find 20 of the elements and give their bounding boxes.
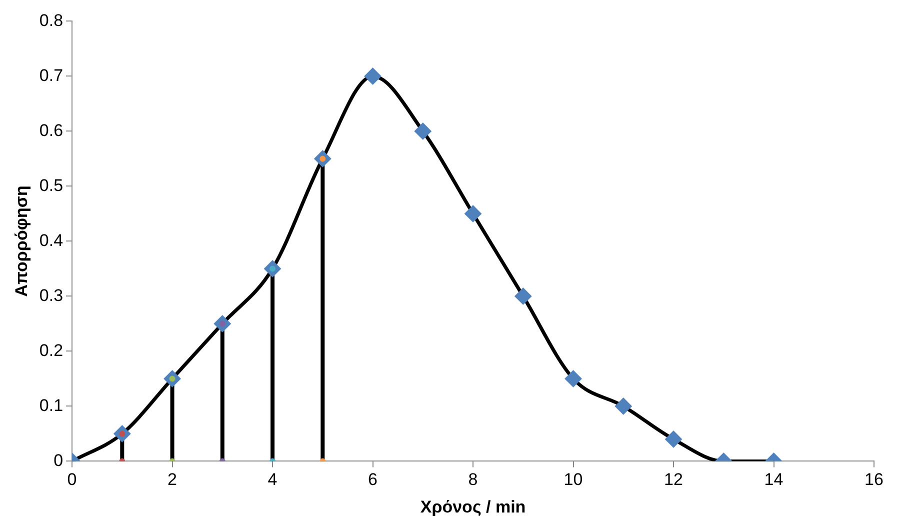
x-tick-label: 8 bbox=[468, 470, 478, 490]
x-tick-label: 4 bbox=[268, 470, 278, 490]
x-tick-label: 12 bbox=[664, 470, 683, 490]
y-tick-label: 0.6 bbox=[39, 120, 64, 140]
y-tick-label: 0.8 bbox=[39, 10, 64, 30]
y-tick-label: 0.5 bbox=[39, 176, 64, 195]
y-tick-label: 0 bbox=[54, 450, 64, 470]
x-tick-label: 10 bbox=[564, 470, 583, 490]
x-tick-label: 14 bbox=[764, 470, 784, 490]
y-tick-label: 0.3 bbox=[39, 286, 64, 305]
x-tick-label: 6 bbox=[368, 470, 378, 490]
x-axis-title: Χρόνος / min bbox=[420, 497, 526, 516]
y-tick-label: 0.2 bbox=[39, 340, 64, 360]
y-tick-label: 0.7 bbox=[39, 66, 64, 85]
x-tick-label: 0 bbox=[67, 470, 77, 490]
x-tick-label: 2 bbox=[168, 470, 178, 490]
x-tick-label: 16 bbox=[864, 470, 884, 490]
y-tick-label: 0.4 bbox=[39, 230, 64, 250]
y-tick-label: 0.1 bbox=[39, 396, 64, 415]
y-axis-title: Απορρόφηση bbox=[12, 186, 31, 297]
